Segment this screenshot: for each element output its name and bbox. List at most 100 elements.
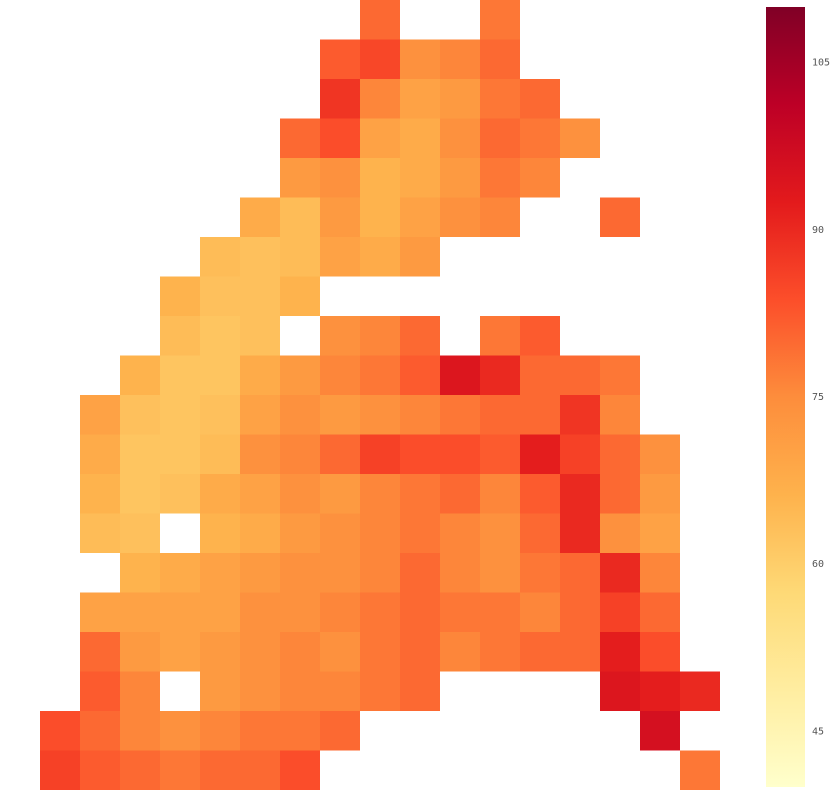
heat-cell <box>360 237 400 277</box>
heat-cell <box>360 434 400 474</box>
heat-cell <box>320 474 360 514</box>
heat-cell <box>600 632 640 672</box>
heat-cell <box>640 474 680 514</box>
heat-cell <box>560 395 600 435</box>
heat-cell <box>640 553 680 593</box>
heat-cell <box>240 592 280 632</box>
heat-cell <box>400 553 440 593</box>
heat-cell <box>120 474 160 514</box>
heat-cell <box>240 434 280 474</box>
heat-cell <box>120 513 160 553</box>
heat-cell <box>400 395 440 435</box>
heat-cell <box>600 355 640 395</box>
heat-cell <box>480 513 520 553</box>
heat-cell <box>520 118 560 158</box>
heat-cell <box>640 671 680 711</box>
heat-cell <box>320 316 360 356</box>
heat-cell <box>280 158 320 198</box>
heat-cell <box>480 632 520 672</box>
heat-cell <box>400 158 440 198</box>
heat-cell <box>440 118 480 158</box>
heat-cell <box>360 671 400 711</box>
heat-cell <box>320 39 360 79</box>
heat-cell <box>280 237 320 277</box>
heat-cell <box>640 632 680 672</box>
heat-cell <box>400 118 440 158</box>
heat-cell <box>360 592 400 632</box>
heat-cell <box>200 395 240 435</box>
heat-cell <box>400 197 440 237</box>
heat-cell <box>200 711 240 751</box>
heat-cell <box>440 395 480 435</box>
heat-cell <box>280 553 320 593</box>
colorbar-tick-label: 75 <box>812 392 824 403</box>
heat-cell <box>80 474 120 514</box>
heat-cell <box>360 79 400 119</box>
heat-cell <box>200 474 240 514</box>
heat-cell <box>320 118 360 158</box>
heat-cell <box>240 276 280 316</box>
heat-cell <box>200 553 240 593</box>
heat-cell <box>280 513 320 553</box>
heat-cell <box>400 237 440 277</box>
heat-cell <box>520 355 560 395</box>
heat-cell <box>320 671 360 711</box>
heat-cell <box>360 197 400 237</box>
heat-cell <box>560 513 600 553</box>
heat-cell <box>480 39 520 79</box>
heat-cell <box>280 197 320 237</box>
heat-cell <box>240 355 280 395</box>
heat-cell <box>480 0 520 40</box>
heat-cell <box>400 671 440 711</box>
heat-cell <box>360 0 400 40</box>
heat-cell <box>320 395 360 435</box>
heat-cell <box>40 750 80 790</box>
heat-cell <box>560 632 600 672</box>
heat-cell <box>240 750 280 790</box>
heat-cell <box>360 118 400 158</box>
heat-cell <box>520 553 560 593</box>
heat-cell <box>80 632 120 672</box>
heat-cell <box>440 632 480 672</box>
heat-cell <box>120 671 160 711</box>
heat-cell <box>120 750 160 790</box>
heat-cell <box>160 355 200 395</box>
heat-cell <box>600 474 640 514</box>
heat-cell <box>80 750 120 790</box>
heat-cell <box>480 355 520 395</box>
heat-cell <box>280 592 320 632</box>
heat-cell <box>440 158 480 198</box>
heat-cell <box>240 474 280 514</box>
heat-cell <box>440 39 480 79</box>
heat-cell <box>640 434 680 474</box>
heat-cell <box>240 237 280 277</box>
heat-cell <box>200 434 240 474</box>
heat-cell <box>160 474 200 514</box>
heat-cell <box>320 237 360 277</box>
heat-cell <box>560 118 600 158</box>
heat-cell <box>480 592 520 632</box>
heat-cell <box>280 355 320 395</box>
heat-cell <box>80 671 120 711</box>
heat-cell <box>80 513 120 553</box>
colorbar-tick-label: 105 <box>812 58 830 69</box>
colorbar-tick-label: 45 <box>812 726 824 737</box>
heat-cell <box>360 395 400 435</box>
heat-cell <box>120 711 160 751</box>
heat-cell <box>160 632 200 672</box>
heat-cell <box>480 158 520 198</box>
heat-cell <box>480 118 520 158</box>
heat-cell <box>520 434 560 474</box>
heat-cell <box>120 395 160 435</box>
heat-cell <box>160 434 200 474</box>
heat-cell <box>520 592 560 632</box>
colorbar-tick-label: 90 <box>812 225 824 236</box>
heat-cell <box>320 553 360 593</box>
heat-cell <box>480 316 520 356</box>
heat-cell <box>120 632 160 672</box>
heat-cell <box>200 237 240 277</box>
heat-cell <box>400 513 440 553</box>
heat-cell <box>440 434 480 474</box>
heat-cell <box>40 711 80 751</box>
heat-cell <box>640 513 680 553</box>
